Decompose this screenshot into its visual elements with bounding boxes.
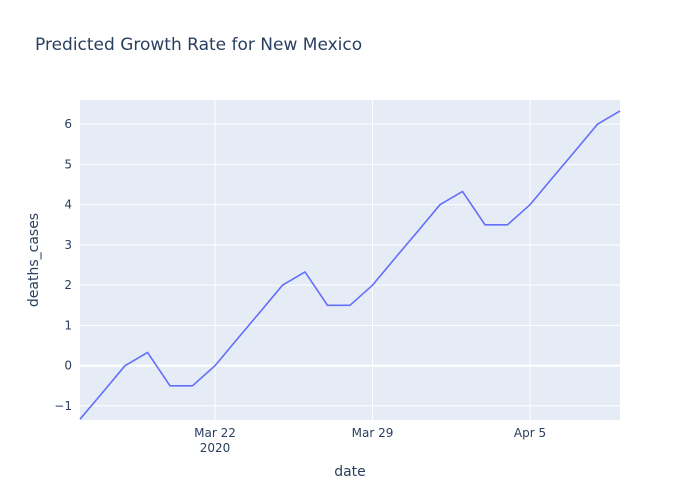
y-tick-label: −1 — [54, 399, 72, 413]
x-tick-label: Apr 5 — [514, 426, 546, 440]
series-layer — [79, 110, 621, 420]
x-tick-sublabel: 2020 — [200, 441, 231, 455]
y-axis-label: deaths_cases — [26, 213, 42, 307]
x-axis-label: date — [334, 464, 366, 480]
y-tick-label: 4 — [64, 198, 72, 212]
y-tick-label: 1 — [64, 318, 72, 332]
y-tick-label: 5 — [64, 157, 72, 171]
series-line — [79, 110, 621, 420]
y-tick-label: 6 — [64, 117, 72, 131]
y-tick-label: 2 — [64, 278, 72, 292]
chart-title: Predicted Growth Rate for New Mexico — [35, 35, 362, 55]
y-tick-labels: −1 0 1 2 3 4 5 6 — [54, 117, 72, 413]
y-gridlines — [80, 123, 620, 407]
x-tick-label: Mar 29 — [352, 426, 394, 440]
y-tick-label: 3 — [64, 238, 72, 252]
x-tick-label: Mar 22 — [194, 426, 236, 440]
y-tick-label: 0 — [64, 359, 72, 373]
